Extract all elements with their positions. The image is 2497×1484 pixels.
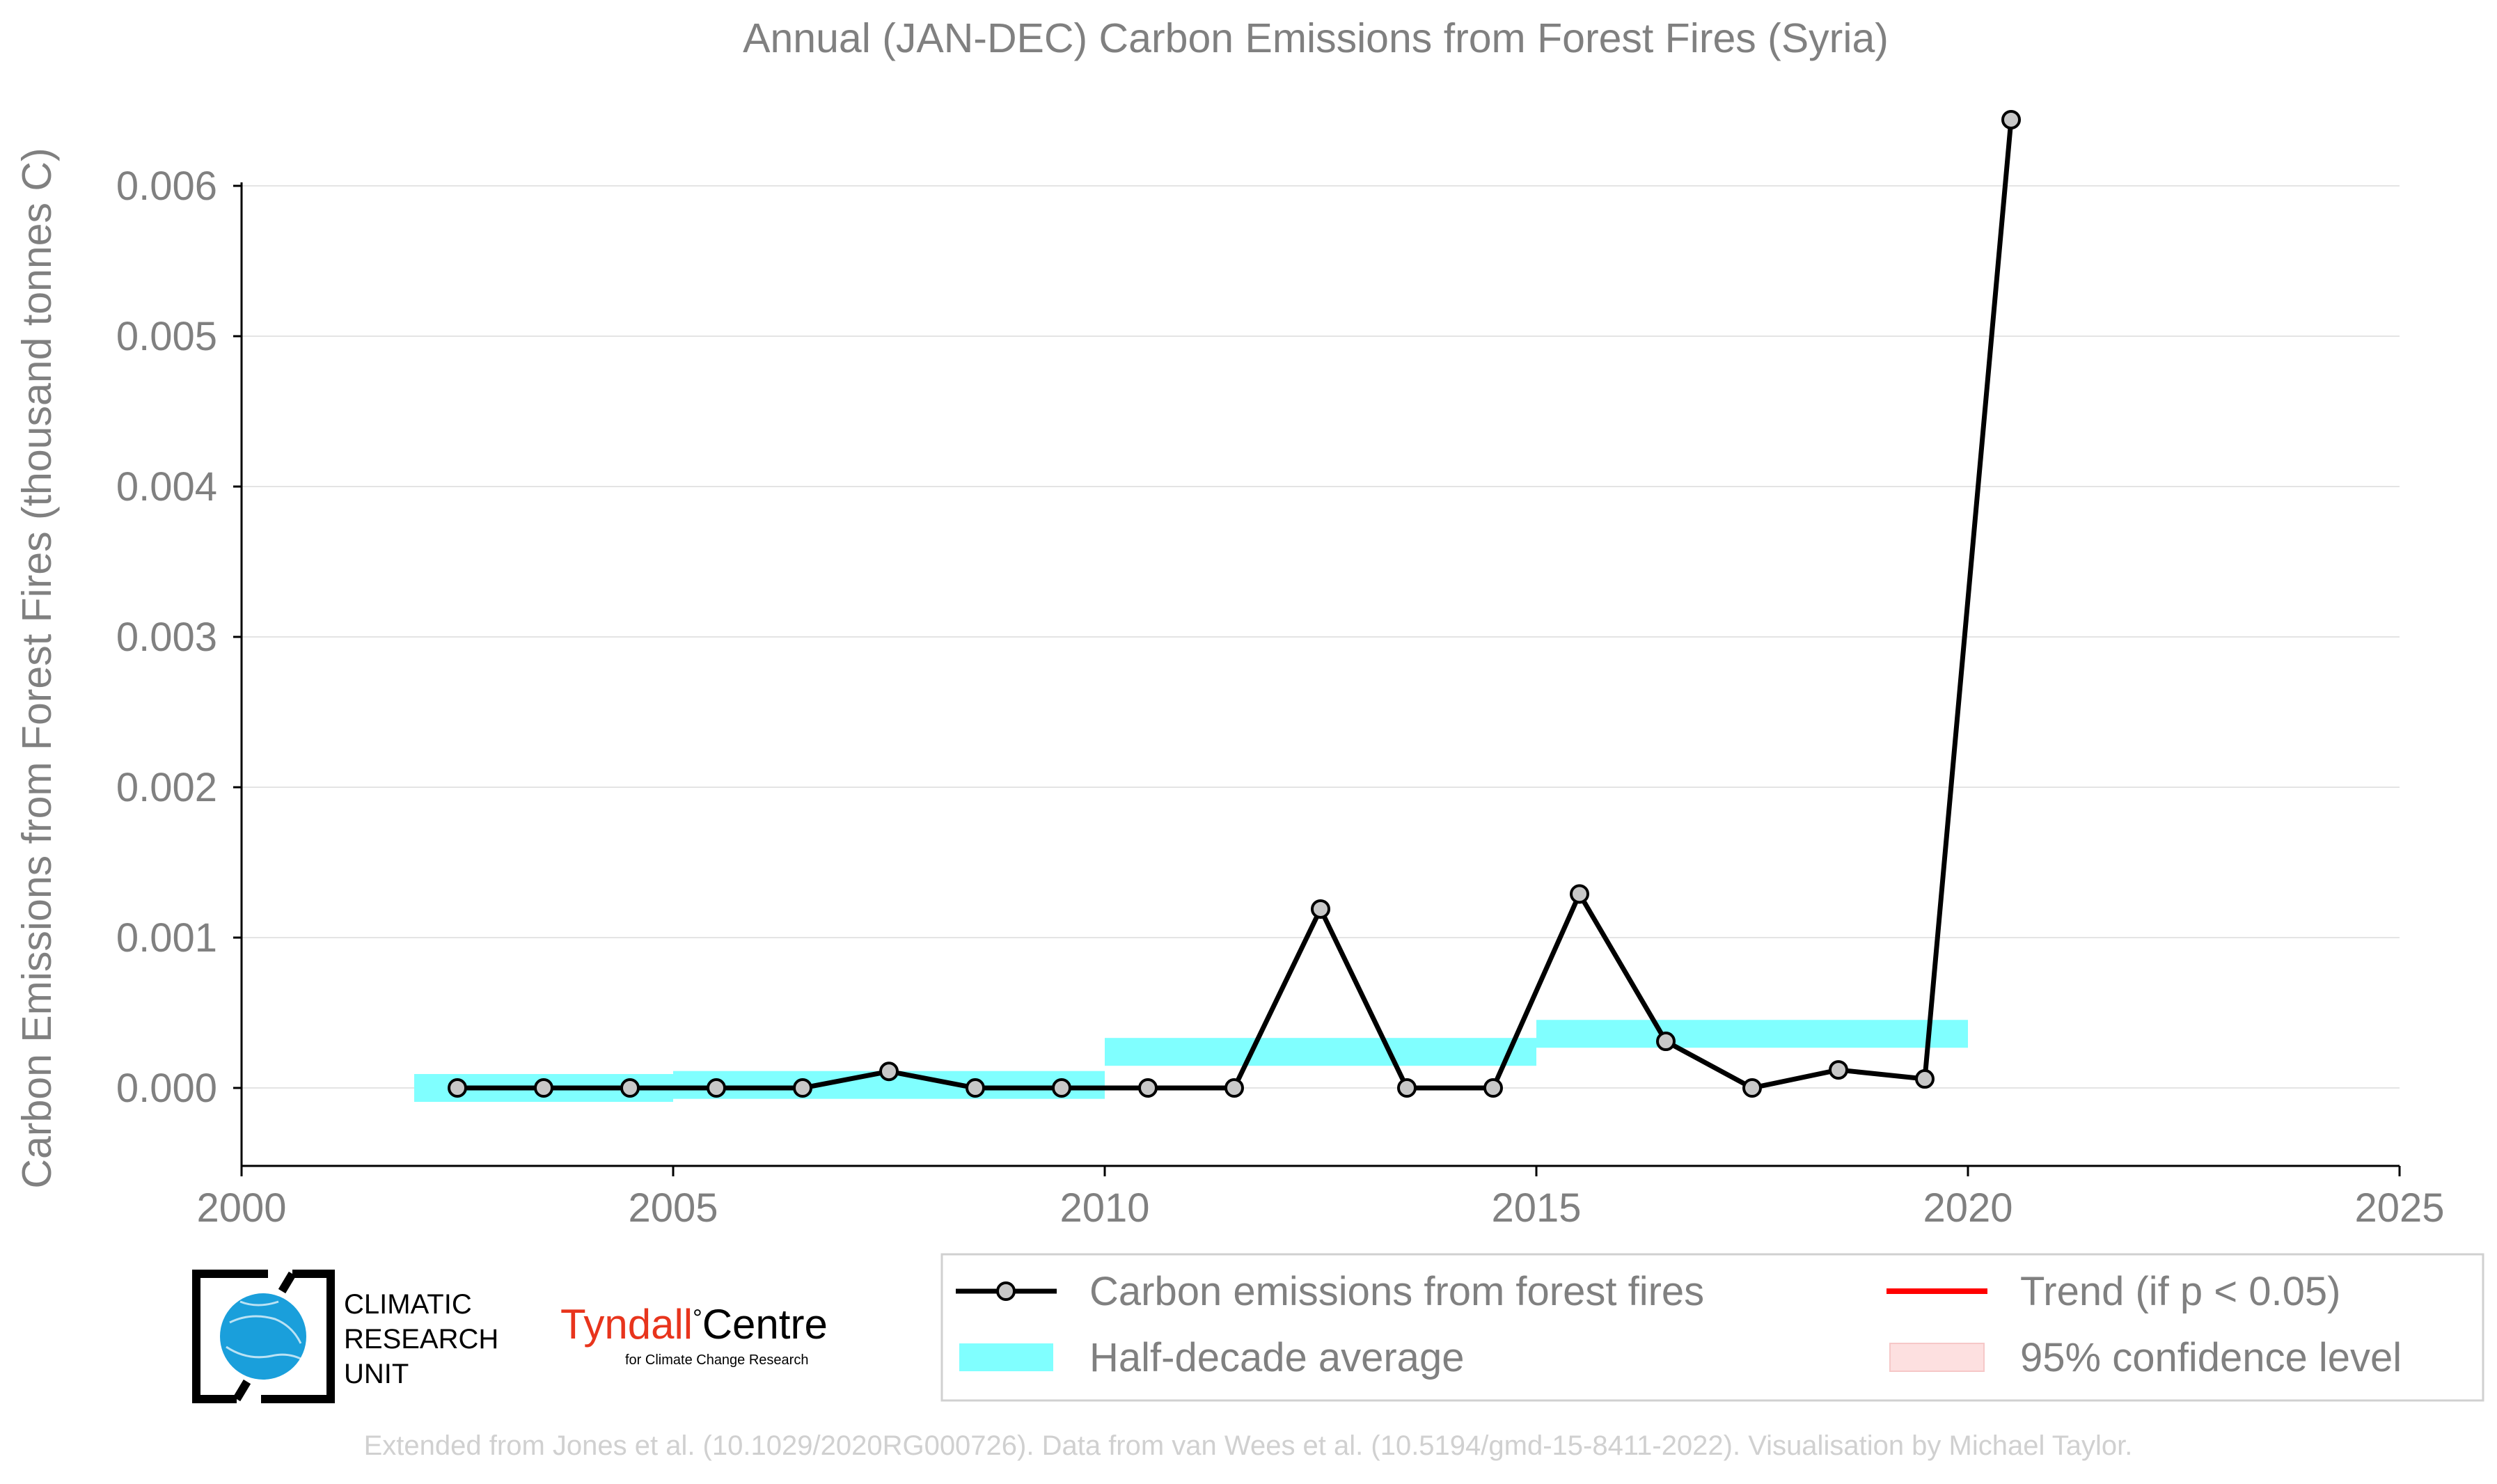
cru-text-line3: UNIT bbox=[344, 1359, 409, 1389]
data-point bbox=[534, 1078, 553, 1098]
y-tick-label: 0.006 bbox=[116, 164, 217, 209]
cru-logo-frame-right bbox=[261, 1270, 335, 1403]
legend-label-trend: Trend (if p < 0.05) bbox=[2020, 1269, 2340, 1314]
x-tick-label: 2020 bbox=[1923, 1185, 2012, 1231]
cru-logo-slash-top bbox=[278, 1271, 297, 1294]
x-tick-label: 2010 bbox=[1060, 1185, 1149, 1231]
legend-label-confidence: 95% confidence level bbox=[2020, 1335, 2402, 1380]
half-decade-bar bbox=[1536, 1020, 1968, 1048]
tyndall-name: Tyndall bbox=[560, 1301, 693, 1348]
series-points bbox=[448, 109, 2021, 1098]
legend-band-swatch bbox=[959, 1343, 1053, 1371]
data-point bbox=[1052, 1078, 1071, 1098]
y-tick-label: 0.001 bbox=[116, 915, 217, 961]
half-decade-bar bbox=[1105, 1038, 1536, 1066]
gridlines bbox=[242, 185, 2400, 1089]
x-tick-label: 2015 bbox=[1491, 1185, 1581, 1231]
y-axis-label: Carbon Emissions from Forest Fires (thou… bbox=[14, 148, 60, 1188]
cru-logo-frame-left bbox=[192, 1270, 268, 1403]
legend-confidence-swatch bbox=[1889, 1343, 1985, 1372]
legend-box bbox=[940, 1253, 2484, 1402]
data-point bbox=[793, 1078, 812, 1098]
data-point bbox=[879, 1061, 899, 1082]
data-point bbox=[620, 1078, 640, 1098]
data-point bbox=[2001, 109, 2021, 129]
cru-logo-slash-bottom bbox=[233, 1379, 251, 1402]
footer-credit: Extended from Jones et al. (10.1029/2020… bbox=[364, 1430, 2133, 1461]
data-point bbox=[1138, 1078, 1158, 1098]
data-point bbox=[1311, 899, 1330, 919]
y-tick-label: 0.004 bbox=[116, 464, 217, 510]
data-point bbox=[1742, 1078, 1762, 1098]
cru-text-line1: CLIMATIC bbox=[344, 1289, 472, 1320]
data-point bbox=[448, 1078, 467, 1098]
y-tick-label: 0.005 bbox=[116, 314, 217, 359]
chart-title: Annual (JAN-DEC) Carbon Emissions from F… bbox=[743, 15, 1889, 61]
tyndall-degree: ° bbox=[693, 1305, 702, 1332]
data-point bbox=[1224, 1078, 1244, 1098]
data-point bbox=[1656, 1032, 1676, 1052]
y-tick-label: 0.000 bbox=[116, 1066, 217, 1111]
globe-icon bbox=[220, 1293, 306, 1380]
x-axis: 2000 2005 2010 2015 2020 2025 bbox=[196, 1165, 2445, 1231]
tyndall-logo-text: Tyndall°Centre bbox=[560, 1301, 828, 1348]
legend-label-average: Half-decade average bbox=[1089, 1335, 1464, 1380]
tyndall-logo: Tyndall°Centre for Climate Change Resear… bbox=[560, 1301, 828, 1368]
legend: Carbon emissions from forest fires Trend… bbox=[940, 1253, 2484, 1402]
data-point bbox=[1829, 1060, 1848, 1080]
y-tick-label: 0.002 bbox=[116, 765, 217, 810]
data-point bbox=[1570, 884, 1589, 904]
cru-text-line2: RESEARCH bbox=[344, 1324, 498, 1355]
cru-logo: CLIMATIC RESEARCH UNIT bbox=[192, 1270, 498, 1403]
legend-label-emissions: Carbon emissions from forest fires bbox=[1089, 1269, 1704, 1314]
y-tick-label: 0.003 bbox=[116, 615, 217, 660]
tyndall-subtitle: for Climate Change Research bbox=[625, 1352, 808, 1368]
data-point bbox=[1483, 1078, 1503, 1098]
tyndall-centre: Centre bbox=[702, 1301, 828, 1348]
x-tick-label: 2005 bbox=[628, 1185, 718, 1231]
x-tick-label: 2000 bbox=[196, 1185, 286, 1231]
emissions-line bbox=[457, 119, 2014, 1091]
data-point bbox=[966, 1078, 985, 1098]
data-point bbox=[1397, 1078, 1417, 1098]
series-line bbox=[457, 119, 2014, 1091]
data-point bbox=[1915, 1069, 1935, 1089]
x-tick-label: 2025 bbox=[2354, 1185, 2444, 1231]
globe-icon-lines bbox=[226, 1300, 306, 1362]
legend-marker-swatch bbox=[996, 1281, 1016, 1301]
data-point bbox=[707, 1078, 726, 1098]
y-axis-ticks: 0.000 0.001 0.002 0.003 0.004 0.005 0.006 bbox=[116, 164, 243, 1166]
